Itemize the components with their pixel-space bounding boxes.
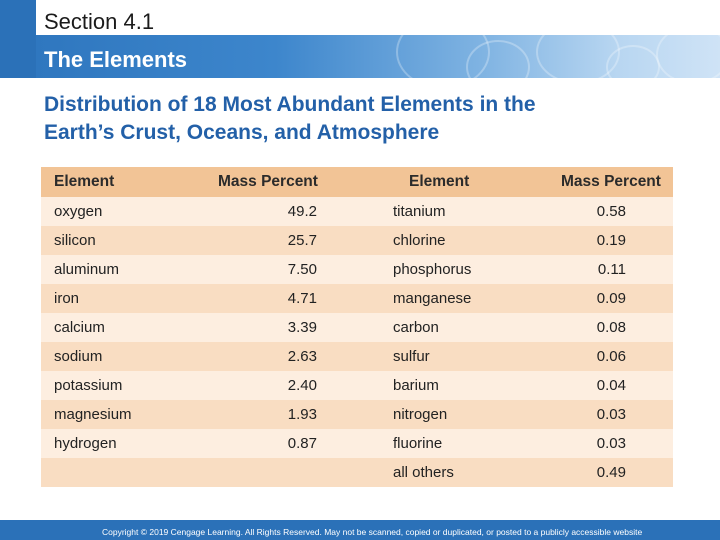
element-name: manganese bbox=[393, 290, 472, 307]
left-accent-strip bbox=[0, 0, 36, 78]
table-row: hydrogen 0.87 fluorine 0.03 bbox=[41, 429, 673, 458]
header-mass-percent-1: Mass Percent bbox=[218, 173, 318, 190]
top-bar bbox=[0, 0, 720, 35]
element-name: all others bbox=[393, 464, 454, 481]
mass-percent: 0.49 bbox=[596, 464, 626, 481]
mass-percent: 0.58 bbox=[596, 203, 626, 220]
element-name: barium bbox=[393, 377, 439, 394]
mass-percent: 0.19 bbox=[596, 232, 626, 249]
mass-percent: 7.50 bbox=[287, 261, 317, 278]
table-heading: Distribution of 18 Most Abundant Element… bbox=[44, 91, 704, 147]
copyright-notice: Copyright © 2019 Cengage Learning. All R… bbox=[102, 527, 643, 537]
element-name: iron bbox=[54, 290, 80, 307]
mass-percent: 2.40 bbox=[287, 377, 317, 394]
element-name: calcium bbox=[54, 319, 105, 336]
section-label: Section 4.1 bbox=[44, 9, 155, 34]
element-name: titanium bbox=[393, 203, 446, 220]
mass-percent: 1.93 bbox=[287, 406, 317, 423]
table-row: calcium 3.39 carbon 0.08 bbox=[41, 313, 673, 342]
element-name: oxygen bbox=[54, 203, 103, 220]
mass-percent: 0.06 bbox=[596, 348, 626, 365]
element-name: sulfur bbox=[393, 348, 430, 365]
element-name: potassium bbox=[54, 377, 123, 394]
mass-percent: 0.04 bbox=[596, 377, 626, 394]
decorative-swirl bbox=[606, 45, 660, 78]
element-name: hydrogen bbox=[54, 435, 117, 452]
mass-percent: 0.87 bbox=[287, 435, 317, 452]
table-row: all others 0.49 bbox=[41, 458, 673, 487]
table-row: magnesium 1.93 nitrogen 0.03 bbox=[41, 400, 673, 429]
mass-percent: 25.7 bbox=[287, 232, 317, 249]
header-element-2: Element bbox=[409, 173, 470, 190]
table-row: sodium 2.63 sulfur 0.06 bbox=[41, 342, 673, 371]
table-row: potassium 2.40 barium 0.04 bbox=[41, 371, 673, 400]
element-name: aluminum bbox=[54, 261, 120, 278]
header-mass-percent-2: Mass Percent bbox=[561, 173, 661, 190]
element-name: chlorine bbox=[393, 232, 446, 249]
mass-percent: 0.03 bbox=[596, 435, 626, 452]
mass-percent: 49.2 bbox=[287, 203, 317, 220]
mass-percent: 2.63 bbox=[287, 348, 317, 365]
element-name: phosphorus bbox=[393, 261, 472, 278]
slide-title: The Elements bbox=[44, 47, 188, 72]
heading-line-1: Distribution of 18 Most Abundant Element… bbox=[44, 93, 536, 116]
table-row: oxygen 49.2 titanium 0.58 bbox=[41, 197, 673, 226]
mass-percent: 4.71 bbox=[287, 290, 317, 307]
element-name: magnesium bbox=[54, 406, 132, 423]
heading-line-2: Earth’s Crust, Oceans, and Atmosphere bbox=[44, 121, 440, 144]
table-row: aluminum 7.50 phosphorus 0.11 bbox=[41, 255, 673, 284]
title-banner bbox=[36, 35, 720, 78]
elements-table: Element Mass Percent Element Mass Percen… bbox=[41, 167, 673, 489]
table-row: silicon 25.7 chlorine 0.19 bbox=[41, 226, 673, 255]
mass-percent: 0.03 bbox=[596, 406, 626, 423]
element-name: sodium bbox=[54, 348, 103, 365]
element-name: carbon bbox=[393, 319, 439, 336]
decorative-swirl bbox=[656, 35, 720, 78]
table-header-row: Element Mass Percent Element Mass Percen… bbox=[41, 167, 673, 197]
footer-bar bbox=[0, 520, 720, 540]
element-name: nitrogen bbox=[393, 406, 448, 423]
table-row: iron 4.71 manganese 0.09 bbox=[41, 284, 673, 313]
element-name: fluorine bbox=[393, 435, 443, 452]
mass-percent: 0.11 bbox=[597, 261, 626, 278]
mass-percent: 3.39 bbox=[287, 319, 317, 336]
element-name: silicon bbox=[54, 232, 96, 249]
mass-percent: 0.08 bbox=[596, 319, 626, 336]
mass-percent bbox=[247, 458, 317, 487]
mass-percent: 0.09 bbox=[596, 290, 626, 307]
header-element-1: Element bbox=[54, 173, 115, 190]
